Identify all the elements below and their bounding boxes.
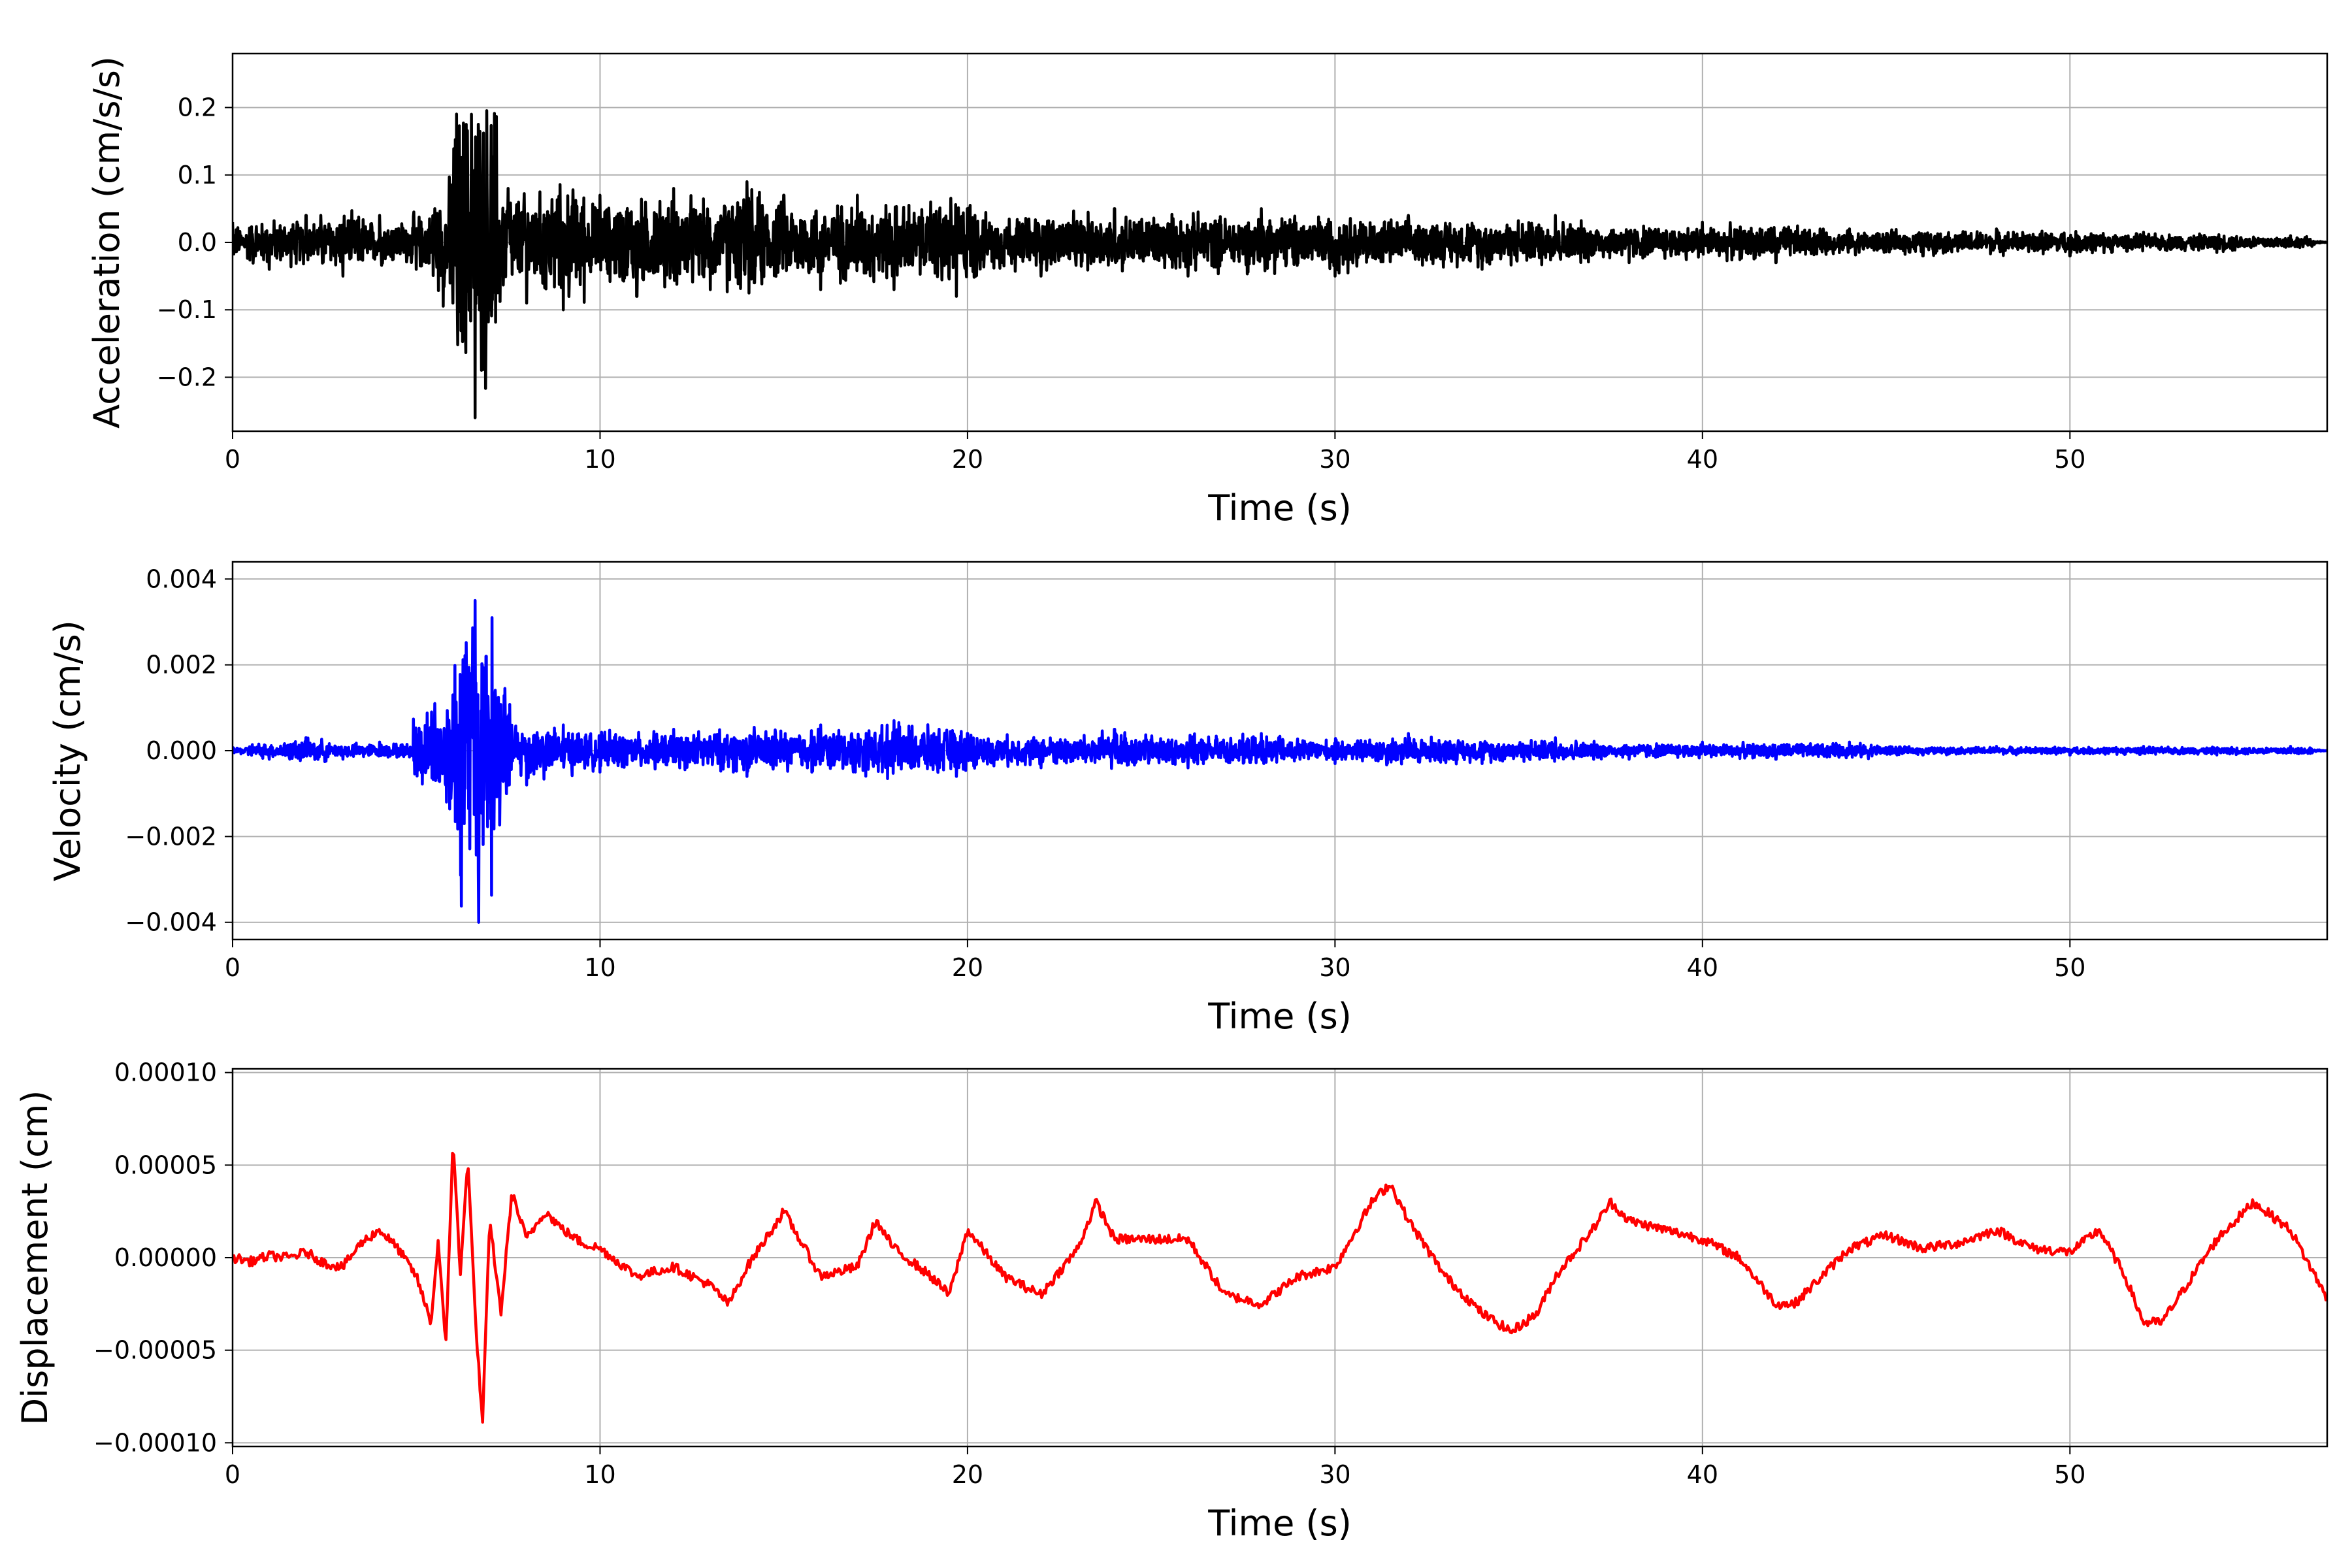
y-tick-label: 0.000 — [146, 736, 217, 765]
x-tick-label: 40 — [1687, 953, 1718, 982]
x-tick-label: 0 — [225, 1460, 240, 1489]
x-tick-label: 30 — [1319, 953, 1350, 982]
x-tick-label: 10 — [584, 445, 615, 474]
x-axis-label: Time (s) — [1207, 1503, 1352, 1544]
series-line-acceleration — [233, 109, 2327, 419]
x-tick-label: 40 — [1687, 445, 1718, 474]
x-tick-label: 40 — [1687, 1460, 1718, 1489]
y-tick-label: 0.002 — [146, 651, 217, 679]
y-tick-label: −0.00010 — [93, 1428, 217, 1457]
x-tick-label: 20 — [952, 953, 983, 982]
y-tick-label: 0.0 — [178, 228, 217, 257]
x-axis-label: Time (s) — [1207, 487, 1352, 529]
chart-panel-acceleration: 0 10 20 30 40 50 −0.2 −0.1 0.0 0.1 0.2 Time (s) Acce… — [86, 52, 2328, 529]
series-line-displacement — [233, 1151, 2327, 1424]
chart-panel-velocity: 0 10 20 30 40 50 −0.004 −0.002 0.000 0.002 0.004 Ti… — [47, 561, 2328, 1037]
y-tick-label: 0.1 — [178, 161, 217, 189]
x-tick-label: 10 — [584, 953, 615, 982]
x-tick-label: 30 — [1319, 445, 1350, 474]
y-axis-label: Velocity (cm/s) — [47, 620, 88, 881]
y-axis-label: Acceleration (cm/s/s) — [86, 56, 127, 429]
x-tick-label: 20 — [952, 445, 983, 474]
y-tick-label: 0.004 — [146, 564, 217, 593]
x-tick-label: 50 — [2054, 953, 2085, 982]
series-line-velocity — [233, 598, 2327, 924]
y-tick-label: −0.002 — [125, 822, 217, 851]
x-tick-label: 50 — [2054, 1460, 2085, 1489]
y-tick-label: −0.004 — [125, 908, 217, 937]
chart-panel-displacement: 0 10 20 30 40 50 −0.00010 −0.00005 0.00000 0.0000… — [14, 1058, 2328, 1544]
y-tick-label: −0.00005 — [93, 1336, 217, 1365]
y-tick-label: 0.00000 — [114, 1243, 217, 1272]
x-tick-label: 0 — [225, 445, 240, 474]
x-tick-label: 30 — [1319, 1460, 1350, 1489]
y-tick-label: 0.00005 — [114, 1151, 217, 1179]
x-tick-label: 0 — [225, 953, 240, 982]
y-tick-label: −0.2 — [157, 363, 217, 391]
x-tick-label: 50 — [2054, 445, 2085, 474]
x-tick-label: 10 — [584, 1460, 615, 1489]
x-tick-label: 20 — [952, 1460, 983, 1489]
y-tick-label: −0.1 — [157, 295, 217, 324]
x-axis-label: Time (s) — [1207, 996, 1352, 1037]
y-tick-label: 0.00010 — [114, 1058, 217, 1087]
y-axis-label: Displacement (cm) — [14, 1090, 56, 1426]
y-tick-label: 0.2 — [178, 93, 217, 122]
